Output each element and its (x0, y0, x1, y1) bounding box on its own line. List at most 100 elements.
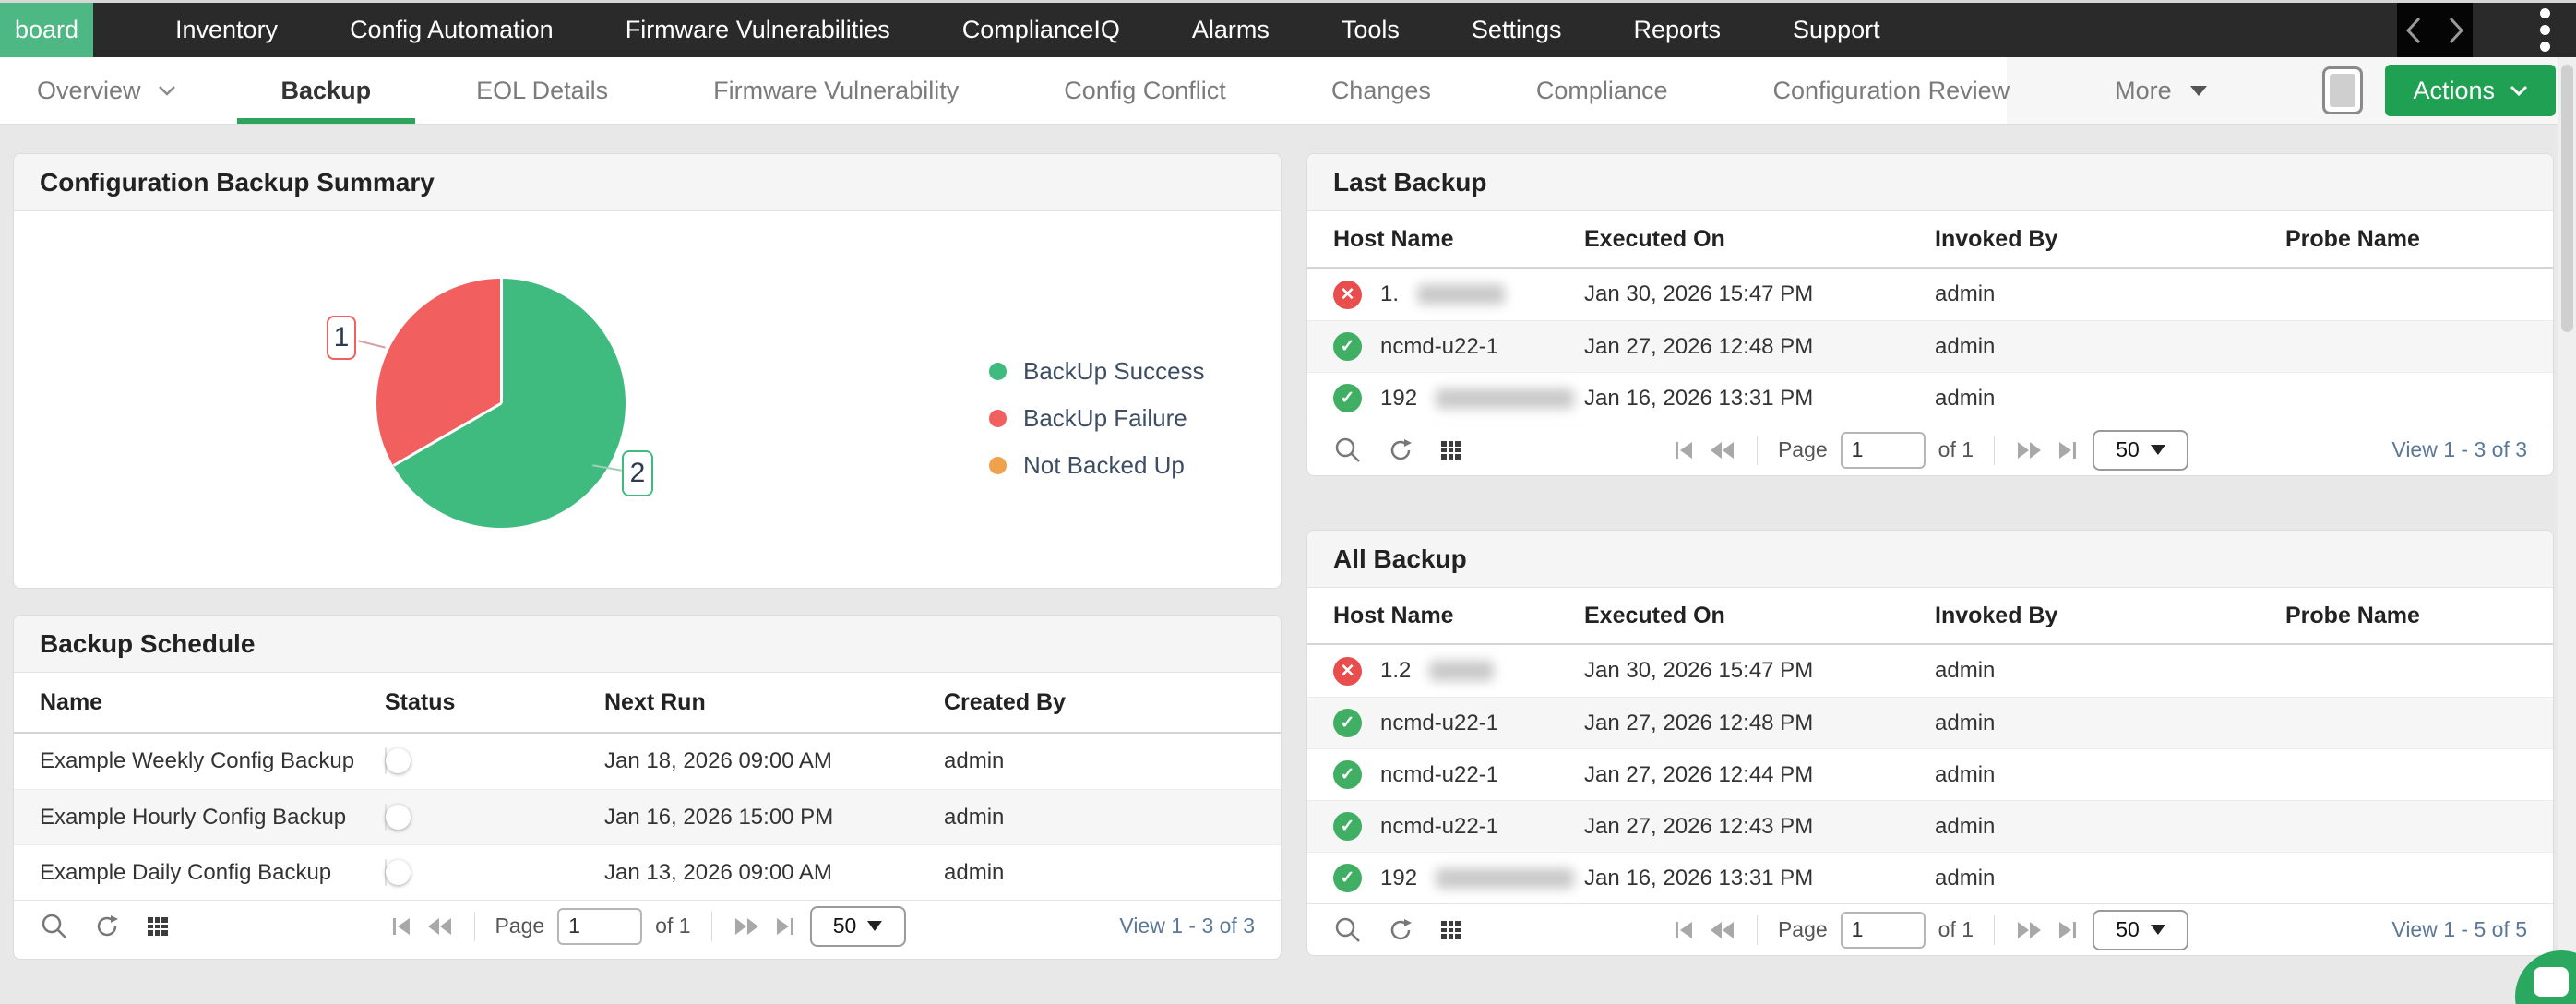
next-page-icon[interactable] (2015, 438, 2043, 462)
tab-firmware-vulnerability[interactable]: Firmware Vulnerability (713, 76, 960, 104)
previous-page-icon[interactable] (1709, 438, 1736, 462)
tab-more[interactable]: More (2070, 57, 2251, 124)
tab-backup[interactable]: Backup (236, 57, 416, 124)
chat-fab-button[interactable] (2515, 950, 2576, 1004)
mobile-view-icon[interactable] (2322, 66, 2364, 114)
nav-item-support[interactable]: Support (1793, 16, 1880, 43)
nav-scroll-arrows (2397, 3, 2473, 57)
page-size-value: 50 (2116, 917, 2140, 941)
tab-config-conflict[interactable]: Config Conflict (1064, 76, 1226, 104)
table-row: ✓ 192 Jan 16, 2026 13:31 PM admin (1307, 372, 2553, 424)
tab-eol-details[interactable]: EOL Details (476, 76, 609, 104)
nav-item-tools[interactable]: Tools (1341, 16, 1400, 43)
table-row: ✓ ncmd-u22-1 Jan 27, 2026 12:48 PM admin (1307, 697, 2553, 748)
last-page-icon[interactable] (2056, 918, 2080, 942)
backup-failure-icon: ✕ (1333, 656, 1362, 686)
previous-page-icon[interactable] (1709, 918, 1736, 942)
nav-scroll-right-icon[interactable] (2447, 16, 2465, 45)
overflow-menu-icon[interactable] (2540, 3, 2550, 57)
executed-on-value: Jan 16, 2026 13:31 PM (1584, 385, 1814, 411)
search-icon[interactable] (1333, 436, 1363, 465)
executed-on-value: Jan 30, 2026 15:47 PM (1584, 658, 1814, 683)
backup-schedule-panel: Backup Schedule Name Status Next Run Cre… (13, 615, 1282, 960)
created-by-value: admin (944, 804, 1005, 830)
last-page-icon[interactable] (2056, 438, 2080, 462)
next-run-value: Jan 13, 2026 09:00 AM (604, 859, 832, 885)
tab-configuration-review[interactable]: Configuration Review (1772, 76, 2010, 104)
executed-on-value: Jan 27, 2026 12:44 PM (1584, 761, 1814, 787)
page-size-value: 50 (832, 914, 857, 938)
search-icon[interactable] (1333, 915, 1363, 945)
table-row: ✕ 1.2 Jan 30, 2026 15:47 PM admin (1307, 645, 2553, 697)
scrollbar-thumb[interactable] (2561, 65, 2573, 332)
column-header-next-run: Next Run (604, 688, 706, 715)
grid-view-icon[interactable] (1438, 437, 1464, 463)
legend-item-backup-failure[interactable]: BackUp Failure (989, 404, 1205, 433)
next-page-icon[interactable] (733, 914, 760, 938)
grid-view-icon[interactable] (145, 914, 171, 939)
status-toggle[interactable] (385, 858, 411, 886)
tab-compliance[interactable]: Compliance (1535, 76, 1668, 104)
first-page-icon[interactable] (1672, 438, 1696, 462)
column-header-host-name: Host Name (1333, 225, 1454, 252)
status-toggle[interactable] (385, 803, 411, 831)
panel-title: Configuration Backup Summary (40, 167, 435, 197)
table-row: ✓ ncmd-u22-1 Jan 27, 2026 12:44 PM admin (1307, 748, 2553, 800)
nav-item-firmware-vulnerabilities[interactable]: Firmware Vulnerabilities (625, 16, 890, 43)
next-page-icon[interactable] (2015, 918, 2043, 942)
nav-item-settings[interactable]: Settings (1471, 16, 1562, 43)
nav-item-alarms[interactable]: Alarms (1191, 16, 1270, 43)
pie-chart[interactable] (376, 279, 626, 528)
page-number-input[interactable] (1840, 431, 1926, 469)
table-header: Name Status Next Run Created By (14, 673, 1281, 734)
schedule-name: Example Hourly Config Backup (40, 804, 347, 830)
table-row: ✓ 192 Jan 16, 2026 13:31 PM admin (1307, 852, 2553, 903)
tab-overview[interactable]: Overview (37, 57, 221, 124)
table-row: ✕ 1. Jan 30, 2026 15:47 PM admin (1307, 269, 2553, 320)
first-page-icon[interactable] (388, 914, 412, 938)
host-name: ncmd-u22-1 (1380, 761, 1499, 787)
tab-changes[interactable]: Changes (1330, 76, 1431, 104)
previous-page-icon[interactable] (425, 914, 453, 938)
status-toggle[interactable] (385, 747, 411, 774)
view-range-text: View 1 - 3 of 3 (2391, 437, 2527, 461)
page-size-select[interactable]: 50 (2093, 909, 2189, 950)
grid-view-icon[interactable] (1438, 917, 1464, 943)
tab-overview-label: Overview (37, 76, 141, 104)
redacted-host-fragment (1436, 867, 1575, 889)
nav-item-complianceiq[interactable]: ComplianceIQ (961, 16, 1120, 43)
refresh-icon[interactable] (1387, 436, 1414, 464)
search-icon[interactable] (40, 912, 69, 941)
refresh-icon[interactable] (93, 913, 121, 940)
table-row: Example Hourly Config Backup Jan 16, 202… (14, 789, 1281, 844)
nav-item-config-automation[interactable]: Config Automation (350, 16, 554, 43)
page-number-input[interactable] (557, 907, 643, 945)
first-page-icon[interactable] (1672, 918, 1696, 942)
nav-scroll-left-icon[interactable] (2404, 16, 2423, 45)
all-backup-table-body: ✕ 1.2 Jan 30, 2026 15:47 PM admin ✓ ncmd-u… (1307, 645, 2553, 903)
legend-item-not-backed-up[interactable]: Not Backed Up (989, 451, 1205, 480)
view-range-text: View 1 - 5 of 5 (2391, 917, 2527, 941)
nav-item-inventory[interactable]: Inventory (175, 16, 279, 43)
invoked-by-value: admin (1935, 710, 1996, 735)
caret-down-icon (2189, 85, 2207, 96)
invoked-by-value: admin (1935, 813, 1996, 839)
created-by-value: admin (944, 748, 1005, 773)
pagination-bar: Page of 1 50 View 1 - 3 of 3 (1307, 424, 2553, 475)
table-row: Example Weekly Config Backup Jan 18, 202… (14, 734, 1281, 789)
nav-item-reports[interactable]: Reports (1633, 16, 1722, 43)
nav-item-dashboard[interactable]: board (0, 3, 93, 57)
actions-button[interactable]: Actions (2385, 65, 2556, 116)
page-number-input[interactable] (1840, 911, 1926, 949)
page-size-select[interactable]: 50 (809, 905, 906, 947)
caret-down-icon (867, 921, 883, 931)
legend-item-backup-success[interactable]: BackUp Success (989, 357, 1205, 386)
column-header-probe-name: Probe Name (2285, 225, 2420, 252)
column-header-invoked-by: Invoked By (1935, 225, 2058, 252)
last-page-icon[interactable] (773, 914, 797, 938)
page-size-select[interactable]: 50 (2093, 429, 2189, 471)
refresh-icon[interactable] (1387, 916, 1414, 944)
backup-success-icon: ✓ (1333, 864, 1362, 892)
vertical-scrollbar[interactable] (2558, 57, 2576, 1004)
actions-button-label: Actions (2413, 76, 2495, 104)
